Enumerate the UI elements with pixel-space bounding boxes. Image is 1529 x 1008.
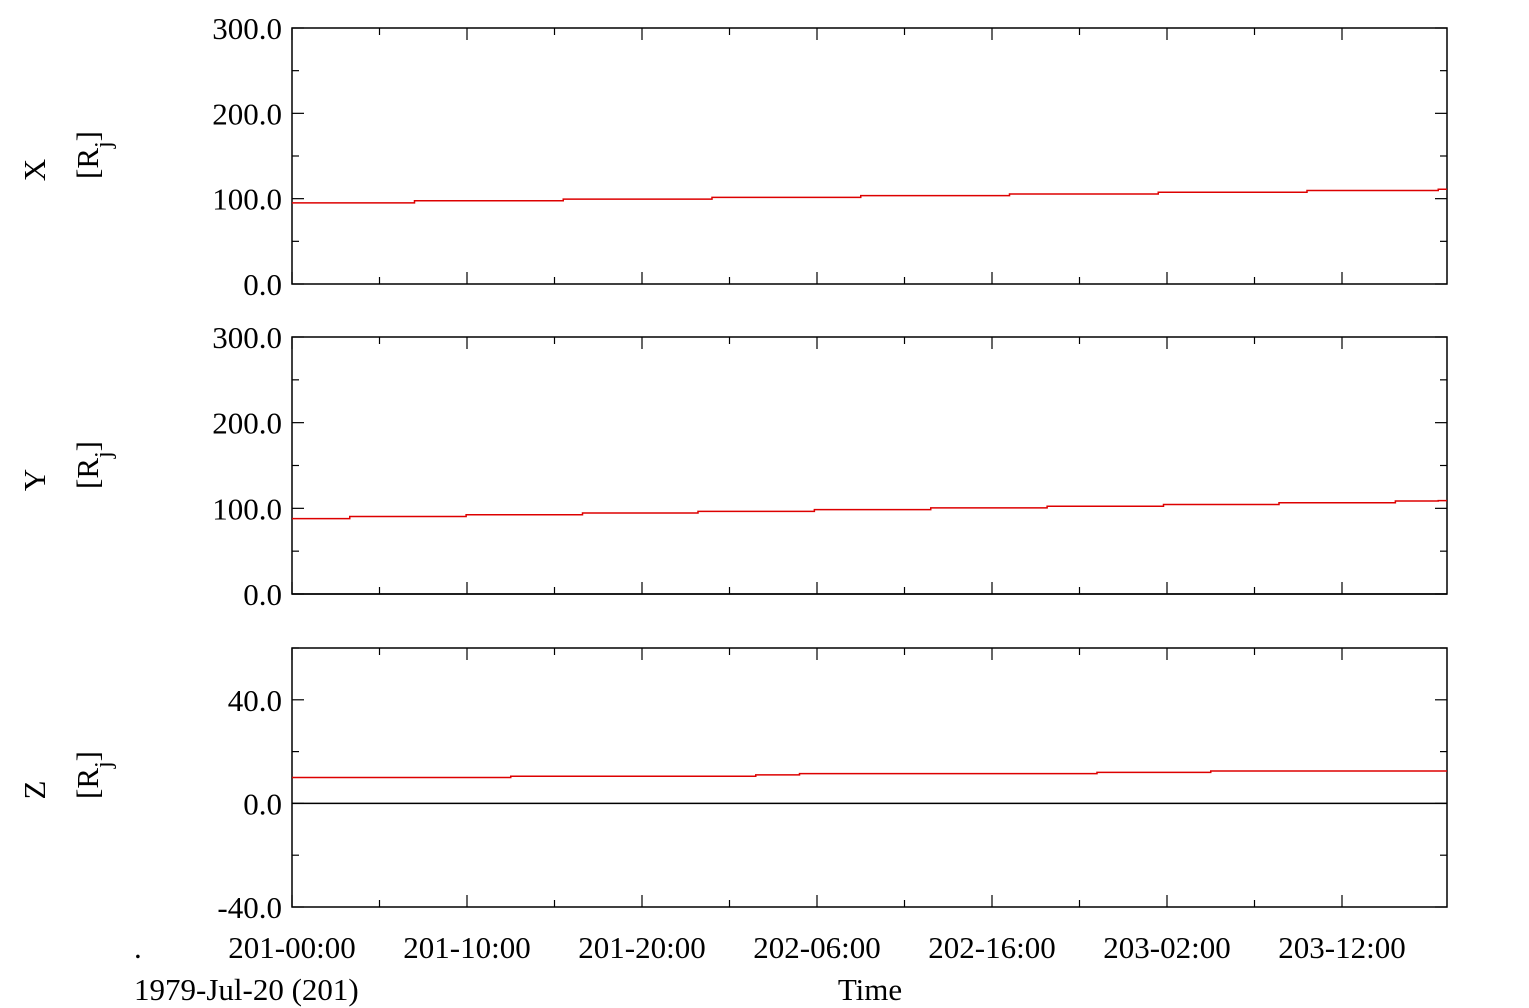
panel-z-yunit: [Rj] bbox=[70, 751, 117, 799]
y-tick-label: 0.0 bbox=[243, 786, 282, 821]
panel-x-series bbox=[292, 188, 1447, 204]
x-tick-label: 201-00:00 bbox=[228, 930, 355, 965]
x-tick-label: 203-02:00 bbox=[1103, 930, 1230, 965]
series-line bbox=[292, 770, 1447, 779]
panel-x: 0.0 100.0 200.0 300.0 X [Rj] bbox=[17, 11, 1448, 302]
y-tick-label: 100.0 bbox=[212, 491, 282, 526]
panel-y-series bbox=[292, 499, 1447, 520]
x-tick-label: 203-12:00 bbox=[1278, 930, 1405, 965]
y-tick-label: 200.0 bbox=[212, 406, 282, 441]
panel-x-frame bbox=[291, 27, 1448, 285]
panel-z-series bbox=[292, 770, 1447, 779]
panel-y-frame bbox=[291, 336, 1448, 595]
y-tick-label: 200.0 bbox=[212, 96, 282, 131]
panel-y-ylabel: Y bbox=[17, 469, 52, 491]
panel-y-ytick-labels: 0.0 100.0 200.0 300.0 bbox=[212, 320, 282, 612]
y-tick-label: 300.0 bbox=[212, 11, 282, 46]
panel-y-yunit: [Rj] bbox=[70, 441, 117, 489]
x-tick-labels: 201-00:00 201-10:00 201-20:00 202-06:00 202-… bbox=[228, 930, 1405, 965]
y-tick-label: 100.0 bbox=[212, 182, 282, 217]
panel-z-ylabel: Z bbox=[17, 781, 52, 800]
x-tick-label: 202-06:00 bbox=[753, 930, 880, 965]
y-tick-label: 300.0 bbox=[212, 320, 282, 355]
panel-x-ylabel: X bbox=[17, 159, 52, 181]
x-axis-label: Time bbox=[838, 972, 902, 1007]
panel-y: 0.0 100.0 200.0 300.0 Y [Rj] bbox=[17, 320, 1448, 612]
y-tick-label: 0.0 bbox=[243, 267, 282, 302]
x-tick-label: 202-16:00 bbox=[928, 930, 1055, 965]
x-tick-label: 201-20:00 bbox=[578, 930, 705, 965]
y-tick-label: 0.0 bbox=[243, 577, 282, 612]
panel-x-yunit: [Rj] bbox=[70, 131, 117, 179]
panel-z-ticks bbox=[291, 647, 1447, 908]
epoch-dot: . bbox=[134, 930, 142, 965]
series-line bbox=[292, 188, 1447, 204]
x-tick-label: 201-10:00 bbox=[403, 930, 530, 965]
y-tick-label: 40.0 bbox=[228, 683, 282, 718]
panel-z-ytick-labels: -40.0 0.0 40.0 bbox=[217, 683, 282, 925]
series-line bbox=[292, 499, 1447, 520]
panel-y-ticks bbox=[291, 336, 1447, 595]
panel-x-ticks bbox=[291, 27, 1447, 285]
panel-x-ytick-labels: 0.0 100.0 200.0 300.0 bbox=[212, 11, 282, 302]
panel-z: -40.0 0.0 40.0 Z [Rj] bbox=[17, 647, 1448, 925]
y-tick-label: -40.0 bbox=[217, 890, 282, 925]
epoch-label: 1979-Jul-20 (201) bbox=[134, 972, 359, 1007]
